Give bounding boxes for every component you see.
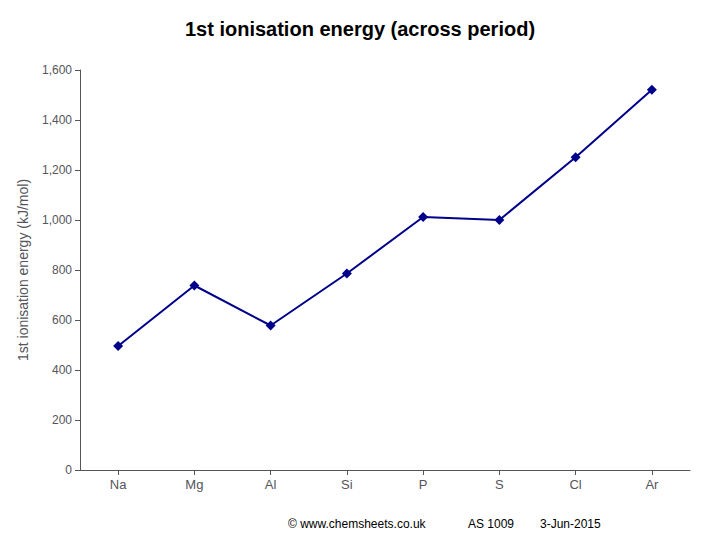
- svg-text:Si: Si: [341, 477, 353, 492]
- svg-text:1st ionisation energy (kJ/mol): 1st ionisation energy (kJ/mol): [15, 179, 31, 361]
- svg-text:1,600: 1,600: [42, 63, 72, 77]
- svg-text:1,000: 1,000: [42, 213, 72, 227]
- svg-text:S: S: [495, 477, 504, 492]
- svg-text:© www.chemsheets.co.uk: © www.chemsheets.co.uk: [288, 517, 427, 531]
- svg-text:Ar: Ar: [645, 477, 659, 492]
- svg-text:1,200: 1,200: [42, 163, 72, 177]
- svg-text:Cl: Cl: [569, 477, 581, 492]
- svg-text:Mg: Mg: [185, 477, 203, 492]
- svg-text:0: 0: [65, 463, 72, 477]
- svg-text:3-Jun-2015: 3-Jun-2015: [540, 517, 601, 531]
- svg-text:Na: Na: [110, 477, 127, 492]
- svg-text:AS 1009: AS 1009: [468, 517, 514, 531]
- svg-text:200: 200: [52, 413, 72, 427]
- svg-text:400: 400: [52, 363, 72, 377]
- svg-text:600: 600: [52, 313, 72, 327]
- svg-text:1st ionisation energy (across: 1st ionisation energy (across period): [185, 18, 535, 40]
- svg-text:Al: Al: [265, 477, 277, 492]
- svg-text:800: 800: [52, 263, 72, 277]
- svg-text:1,400: 1,400: [42, 113, 72, 127]
- svg-text:P: P: [419, 477, 428, 492]
